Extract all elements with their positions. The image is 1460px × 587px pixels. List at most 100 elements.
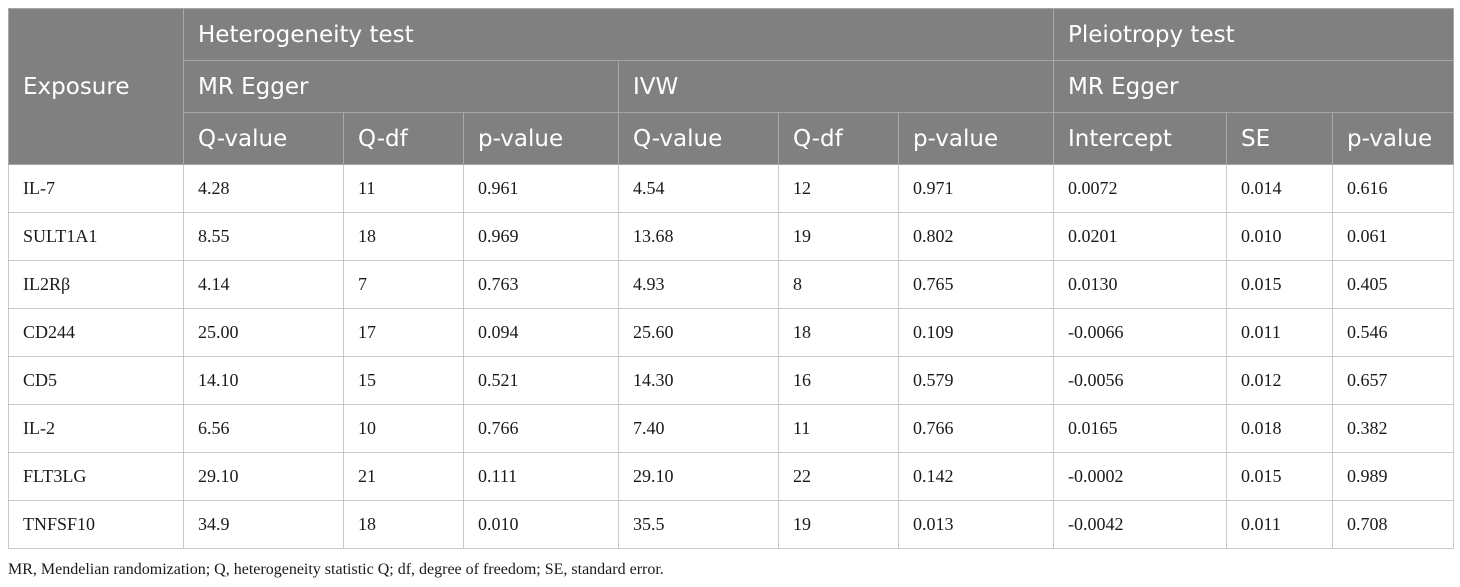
value-cell: 7 (343, 260, 464, 309)
value-cell: 0.142 (898, 452, 1054, 501)
value-cell: 0.094 (463, 308, 619, 357)
value-cell: 0.013 (898, 500, 1054, 549)
value-cell: 0.111 (463, 452, 619, 501)
mr-egger-pleiotropy-header: MR Egger (1052, 60, 1455, 113)
value-cell: 0.765 (898, 260, 1054, 309)
exposure-cell: IL2Rβ (8, 260, 184, 309)
value-cell: 0.971 (898, 164, 1054, 213)
exposure-cell: FLT3LG (8, 452, 184, 501)
value-cell: 0.708 (1331, 500, 1455, 549)
value-cell: 11 (778, 404, 899, 453)
ivw-header: IVW (618, 60, 1054, 113)
value-cell: 0.579 (898, 356, 1054, 405)
column-header: Q-value (618, 112, 779, 165)
value-cell: 0.010 (463, 500, 619, 549)
exposure-cell: CD5 (8, 356, 184, 405)
value-cell: 0.018 (1226, 404, 1333, 453)
exposure-cell: IL-7 (8, 164, 184, 213)
value-cell: 35.5 (618, 500, 779, 549)
column-header: Intercept (1053, 112, 1227, 165)
table-row: IL-2 6.56 10 0.766 7.40 11 0.766 0.0165 0.018 0.3… (8, 404, 1455, 453)
table-footnote: MR, Mendelian randomization; Q, heteroge… (8, 561, 664, 578)
column-header: p-value (463, 112, 619, 165)
column-header: p-value (1331, 112, 1455, 165)
value-cell: 13.68 (618, 212, 779, 261)
exposure-cell: SULT1A1 (8, 212, 184, 261)
value-cell: 18 (343, 500, 464, 549)
value-cell: 8.55 (183, 212, 344, 261)
column-header: SE (1226, 112, 1333, 165)
value-cell: 0.012 (1226, 356, 1333, 405)
value-cell: 29.10 (618, 452, 779, 501)
value-cell: 25.00 (183, 308, 344, 357)
value-cell: -0.0056 (1053, 356, 1227, 405)
value-cell: 0.011 (1226, 308, 1333, 357)
value-cell: 0.989 (1331, 452, 1455, 501)
results-table: Exposure Heterogeneity test Pleiotropy t… (8, 8, 1455, 549)
value-cell: 18 (343, 212, 464, 261)
value-cell: 22 (778, 452, 899, 501)
value-cell: 0.011 (1226, 500, 1333, 549)
value-cell: 0.546 (1331, 308, 1455, 357)
value-cell: 0.766 (463, 404, 619, 453)
value-cell: 0.061 (1331, 212, 1455, 261)
exposure-header: Exposure (8, 8, 184, 165)
value-cell: 0.763 (463, 260, 619, 309)
pleiotropy-test-header: Pleiotropy test (1052, 8, 1455, 61)
value-cell: 0.802 (898, 212, 1054, 261)
table-body: IL-7 4.28 11 0.961 4.54 12 0.971 0.0072 0.014 0.6… (8, 164, 1455, 549)
table-row: SULT1A1 8.55 18 0.969 13.68 19 0.802 0.0201 0.01… (8, 212, 1455, 261)
value-cell: 7.40 (618, 404, 779, 453)
value-cell: 4.14 (183, 260, 344, 309)
column-header: p-value (898, 112, 1054, 165)
mr-egger-heterogeneity-header: MR Egger (183, 60, 619, 113)
value-cell: 6.56 (183, 404, 344, 453)
value-cell: 14.10 (183, 356, 344, 405)
table-row: TNFSF10 34.9 18 0.010 35.5 19 0.013 -0.0042 0.01… (8, 500, 1455, 549)
value-cell: 0.014 (1226, 164, 1333, 213)
value-cell: 4.28 (183, 164, 344, 213)
value-cell: 0.0165 (1053, 404, 1227, 453)
value-cell: 18 (778, 308, 899, 357)
value-cell: 0.521 (463, 356, 619, 405)
value-cell: 8 (778, 260, 899, 309)
value-cell: -0.0066 (1053, 308, 1227, 357)
value-cell: 10 (343, 404, 464, 453)
value-cell: 0.969 (463, 212, 619, 261)
value-cell: 16 (778, 356, 899, 405)
value-cell: 14.30 (618, 356, 779, 405)
value-cell: 0.015 (1226, 452, 1333, 501)
table-row: CD5 14.10 15 0.521 14.30 16 0.579 -0.0056 0.012 0… (8, 356, 1455, 405)
exposure-cell: IL-2 (8, 404, 184, 453)
table-header: Exposure Heterogeneity test Pleiotropy t… (8, 8, 1455, 165)
value-cell: 12 (778, 164, 899, 213)
value-cell: 0.109 (898, 308, 1054, 357)
value-cell: 0.0201 (1053, 212, 1227, 261)
value-cell: 4.54 (618, 164, 779, 213)
value-cell: 0.657 (1331, 356, 1455, 405)
value-cell: 19 (778, 212, 899, 261)
exposure-cell: TNFSF10 (8, 500, 184, 549)
table-row: IL-7 4.28 11 0.961 4.54 12 0.971 0.0072 0.014 0.6… (8, 164, 1455, 213)
value-cell: 0.0072 (1053, 164, 1227, 213)
table-row: CD244 25.00 17 0.094 25.60 18 0.109 -0.0066 0.01… (8, 308, 1455, 357)
exposure-cell: CD244 (8, 308, 184, 357)
table-row: IL2Rβ 4.14 7 0.763 4.93 8 0.765 0.0130 0.015 0.40… (8, 260, 1455, 309)
value-cell: 34.9 (183, 500, 344, 549)
value-cell: 19 (778, 500, 899, 549)
column-header: Q-value (183, 112, 344, 165)
value-cell: 4.93 (618, 260, 779, 309)
value-cell: 0.010 (1226, 212, 1333, 261)
value-cell: 15 (343, 356, 464, 405)
heterogeneity-test-header: Heterogeneity test (183, 8, 1054, 61)
value-cell: 17 (343, 308, 464, 357)
value-cell: 25.60 (618, 308, 779, 357)
value-cell: 0.0130 (1053, 260, 1227, 309)
value-cell: 0.961 (463, 164, 619, 213)
value-cell: 29.10 (183, 452, 344, 501)
value-cell: 0.382 (1331, 404, 1455, 453)
value-cell: 0.405 (1331, 260, 1455, 309)
value-cell: 11 (343, 164, 464, 213)
value-cell: 0.015 (1226, 260, 1333, 309)
value-cell: 21 (343, 452, 464, 501)
